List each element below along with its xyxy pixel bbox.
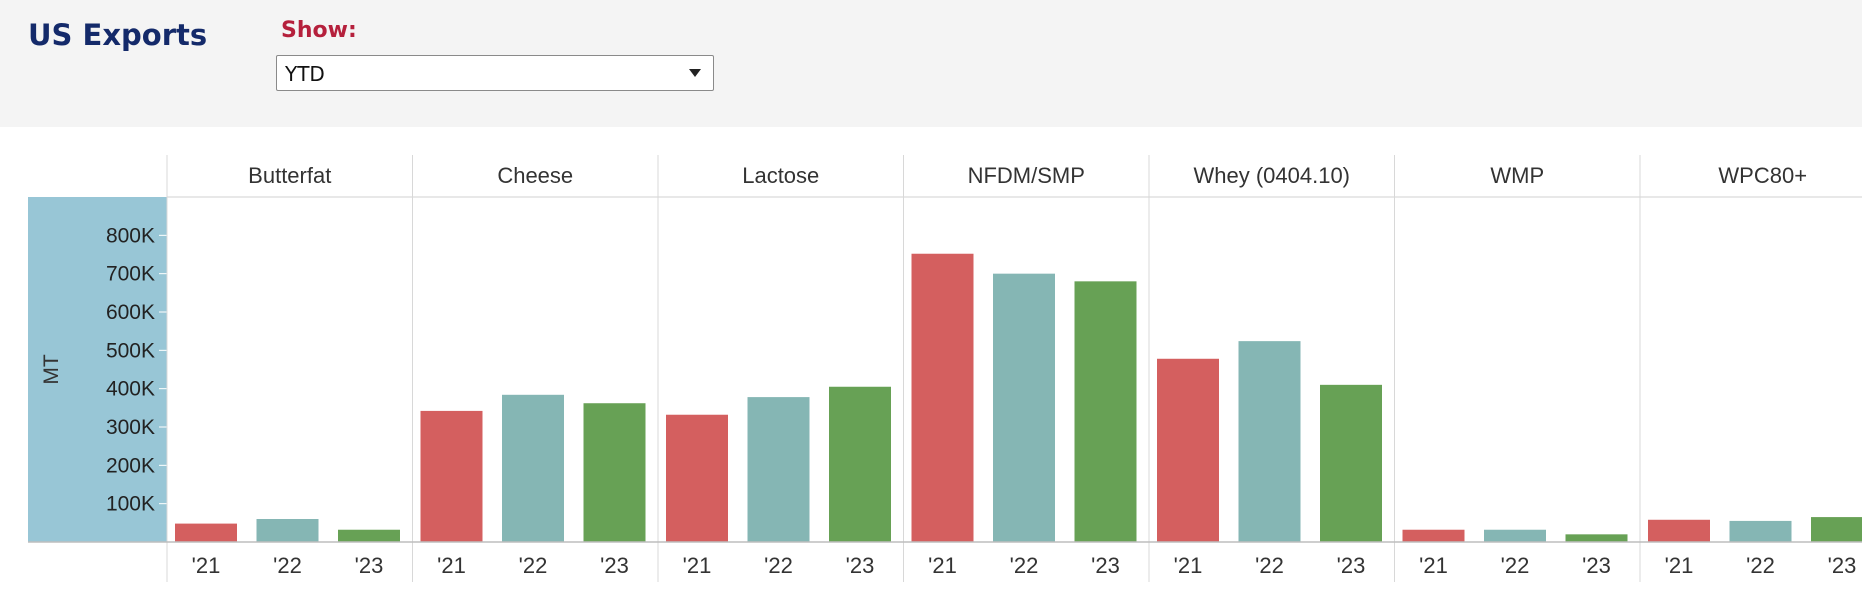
y-tick-label: 500K — [106, 339, 155, 362]
category-header: WMP — [1490, 163, 1544, 188]
bar — [338, 529, 400, 542]
bar — [1157, 358, 1219, 542]
x-tick-label: '23 — [600, 553, 629, 578]
bar — [420, 410, 483, 542]
y-tick-label: 600K — [106, 301, 155, 324]
y-axis-panel — [28, 197, 167, 542]
y-tick-label: 200K — [106, 454, 155, 477]
x-tick-label: '21 — [437, 553, 466, 578]
x-tick-label: '23 — [1582, 553, 1611, 578]
bar — [911, 253, 974, 542]
x-tick-label: '23 — [355, 553, 384, 578]
category-header: Butterfat — [248, 163, 331, 188]
bar — [256, 519, 319, 542]
bar — [1648, 519, 1710, 542]
x-tick-label: '22 — [519, 553, 548, 578]
bar — [1402, 529, 1465, 542]
x-tick-label: '22 — [273, 553, 302, 578]
category-header: NFDM/SMP — [968, 163, 1085, 188]
x-tick-label: '21 — [1665, 553, 1694, 578]
bar — [1811, 517, 1862, 542]
y-tick-label: 300K — [106, 416, 155, 439]
x-tick-label: '22 — [1501, 553, 1530, 578]
y-tick-label: 800K — [106, 224, 155, 247]
x-tick-label: '22 — [1255, 553, 1284, 578]
x-tick-label: '22 — [764, 553, 793, 578]
bar — [993, 273, 1055, 542]
x-tick-label: '22 — [1746, 553, 1775, 578]
x-tick-label: '23 — [1337, 553, 1366, 578]
bar — [747, 397, 810, 542]
x-tick-label: '21 — [928, 553, 957, 578]
x-tick-label: '23 — [1091, 553, 1120, 578]
bar — [1238, 341, 1301, 542]
x-tick-label: '22 — [1010, 553, 1039, 578]
bar — [1074, 281, 1137, 542]
x-tick-label: '21 — [192, 553, 221, 578]
bar — [583, 403, 646, 542]
category-header: Cheese — [497, 163, 573, 188]
bar — [1320, 384, 1382, 542]
x-tick-label: '21 — [1174, 553, 1203, 578]
period-select[interactable]: YTD — [276, 55, 714, 91]
y-tick-label: 100K — [106, 493, 155, 516]
category-header: WPC80+ — [1718, 163, 1807, 188]
bar — [666, 414, 728, 542]
y-tick-label: 700K — [106, 263, 155, 286]
bar — [1565, 534, 1628, 542]
chevron-down-icon — [689, 69, 701, 77]
bar — [1729, 520, 1792, 542]
bar — [1484, 529, 1546, 542]
x-tick-label: '23 — [846, 553, 875, 578]
category-header: Whey (0404.10) — [1193, 163, 1350, 188]
period-select-value: YTD — [285, 62, 325, 86]
x-tick-label: '23 — [1828, 553, 1857, 578]
bar — [502, 394, 564, 542]
filter-label: Show: — [281, 18, 357, 43]
x-tick-label: '21 — [1419, 553, 1448, 578]
page-title: US Exports — [28, 18, 208, 52]
bar-chart: MT 100K 200K 300K 400K 500K 600K 700K 800K Butter… — [28, 155, 1862, 582]
bar — [175, 523, 237, 542]
bar — [829, 386, 891, 542]
y-axis-label: MT — [40, 354, 63, 384]
category-header: Lactose — [742, 163, 819, 188]
x-tick-label: '21 — [683, 553, 712, 578]
y-tick-label: 400K — [106, 378, 155, 401]
